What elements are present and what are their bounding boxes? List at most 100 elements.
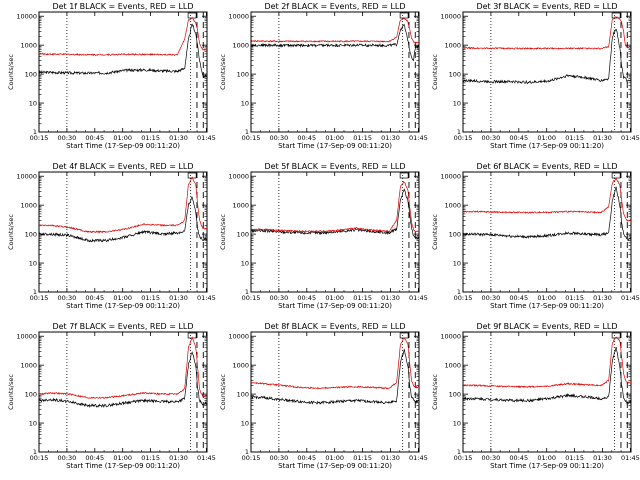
x-tick-label: 00:30 xyxy=(58,134,77,142)
flare-marker-box xyxy=(399,172,409,179)
y-tick-label: 1 xyxy=(33,128,37,136)
chart-title: Det 5f BLACK = Events, RED = LLD xyxy=(264,162,405,171)
lld-series-line xyxy=(463,16,631,50)
lld-series-line xyxy=(251,337,419,390)
y-tick-label: 10000 xyxy=(16,12,37,20)
x-tick-label: 01:15 xyxy=(141,294,160,302)
chart-panel-7: Det 7f BLACK = Events, RED = LLD 1 10 100 10… xyxy=(7,322,216,470)
y-tick-label: 10 xyxy=(29,419,37,427)
chart-panel-4: Det 4f BLACK = Events, RED = LLD 1 10 100 10… xyxy=(7,162,216,310)
chart-panel-6: Det 6f BLACK = Events, RED = LLD 1 10 100 10… xyxy=(431,162,640,310)
events-series-line xyxy=(251,188,419,241)
y-tick-label: 1000 xyxy=(232,201,249,209)
y-tick-label: 1 xyxy=(245,128,249,136)
lld-series-line xyxy=(39,17,207,57)
x-tick-label: 01:30 xyxy=(381,134,400,142)
x-tick-label: 00:15 xyxy=(242,454,261,462)
y-axis-label: Counts/sec xyxy=(431,374,439,410)
y-tick-label: 1 xyxy=(457,288,461,296)
x-axis-label: Start Time (17-Sep-09 00:11:20) xyxy=(66,462,180,470)
x-tick-label: 00:15 xyxy=(242,134,261,142)
y-axis-label: Counts/sec xyxy=(431,214,439,250)
x-tick-label: 00:45 xyxy=(297,454,316,462)
y-tick-label: 1 xyxy=(245,288,249,296)
x-tick-label: 01:15 xyxy=(565,454,584,462)
x-tick-label: 00:15 xyxy=(454,134,473,142)
y-tick-label: 100 xyxy=(237,390,249,398)
x-tick-label: 01:30 xyxy=(169,134,188,142)
plot-frame xyxy=(250,11,420,133)
chart-title: Det 1f BLACK = Events, RED = LLD xyxy=(52,2,193,11)
x-tick-label: 00:30 xyxy=(58,294,77,302)
y-tick-label: 10 xyxy=(453,99,461,107)
y-tick-label: 10 xyxy=(29,99,37,107)
y-tick-label: 100 xyxy=(25,390,37,398)
y-tick-label: 100 xyxy=(237,230,249,238)
y-tick-label: 1000 xyxy=(20,41,37,49)
y-tick-label: 1000 xyxy=(20,361,37,369)
x-tick-label: 01:00 xyxy=(113,454,132,462)
flare-marker-box xyxy=(399,12,409,19)
chart-title: Det 2f BLACK = Events, RED = LLD xyxy=(264,2,405,11)
x-tick-label: 00:15 xyxy=(242,294,261,302)
x-tick-label: 01:15 xyxy=(565,294,584,302)
chart-panel-9: Det 9f BLACK = Events, RED = LLD 1 10 100 10… xyxy=(431,322,640,470)
chart-title: Det 8f BLACK = Events, RED = LLD xyxy=(264,322,405,331)
x-axis-label: Start Time (17-Sep-09 00:11:20) xyxy=(278,302,392,310)
y-tick-label: 100 xyxy=(25,230,37,238)
y-axis-label: Counts/sec xyxy=(7,374,15,410)
x-tick-label: 01:15 xyxy=(141,134,160,142)
y-tick-label: 1000 xyxy=(444,41,461,49)
x-tick-label: 00:45 xyxy=(509,134,528,142)
plot-frame xyxy=(462,11,632,133)
y-tick-label: 10 xyxy=(29,259,37,267)
x-tick-label: 00:45 xyxy=(297,294,316,302)
x-tick-label: 00:15 xyxy=(30,454,49,462)
y-tick-label: 10000 xyxy=(440,12,461,20)
x-tick-label: 00:30 xyxy=(482,454,501,462)
x-tick-label: 01:30 xyxy=(381,294,400,302)
x-tick-label: 01:45 xyxy=(197,294,216,302)
y-tick-label: 100 xyxy=(237,70,249,78)
x-tick-label: 00:45 xyxy=(85,454,104,462)
flare-marker-box xyxy=(611,172,621,179)
y-tick-label: 1000 xyxy=(232,361,249,369)
x-axis-label: Start Time (17-Sep-09 00:11:20) xyxy=(490,462,604,470)
lld-series-line xyxy=(251,180,419,233)
y-tick-label: 1 xyxy=(245,448,249,456)
x-tick-label: 01:15 xyxy=(353,134,372,142)
y-tick-label: 10 xyxy=(241,419,249,427)
x-tick-label: 00:15 xyxy=(454,294,473,302)
y-tick-label: 1000 xyxy=(232,41,249,49)
x-tick-label: 01:45 xyxy=(409,454,428,462)
x-tick-label: 01:30 xyxy=(593,134,612,142)
x-tick-label: 00:45 xyxy=(509,454,528,462)
chart-panel-2: Det 2f BLACK = Events, RED = LLD 1 10 100 10… xyxy=(219,2,428,150)
flare-marker-box xyxy=(611,12,621,19)
x-tick-label: 01:00 xyxy=(113,134,132,142)
lld-series-line xyxy=(463,177,631,222)
x-tick-label: 01:00 xyxy=(325,294,344,302)
y-tick-label: 1000 xyxy=(444,201,461,209)
plot-frame xyxy=(250,331,420,453)
flare-marker-box xyxy=(187,12,197,19)
x-tick-label: 01:45 xyxy=(197,134,216,142)
x-axis-label: Start Time (17-Sep-09 00:11:20) xyxy=(490,142,604,150)
x-axis-label: Start Time (17-Sep-09 00:11:20) xyxy=(278,462,392,470)
x-tick-label: 01:30 xyxy=(381,454,400,462)
flare-marker-box xyxy=(611,332,621,339)
x-tick-label: 01:30 xyxy=(169,294,188,302)
x-tick-label: 01:00 xyxy=(325,134,344,142)
y-tick-label: 10000 xyxy=(440,332,461,340)
y-tick-label: 1000 xyxy=(20,201,37,209)
x-tick-label: 01:30 xyxy=(593,454,612,462)
x-tick-label: 01:15 xyxy=(353,454,372,462)
x-tick-label: 00:30 xyxy=(270,294,289,302)
x-tick-label: 01:15 xyxy=(565,134,584,142)
events-series-line xyxy=(251,23,419,62)
x-tick-label: 01:00 xyxy=(537,134,556,142)
x-tick-label: 01:45 xyxy=(409,294,428,302)
x-tick-label: 01:45 xyxy=(621,134,640,142)
y-tick-label: 10000 xyxy=(440,172,461,180)
